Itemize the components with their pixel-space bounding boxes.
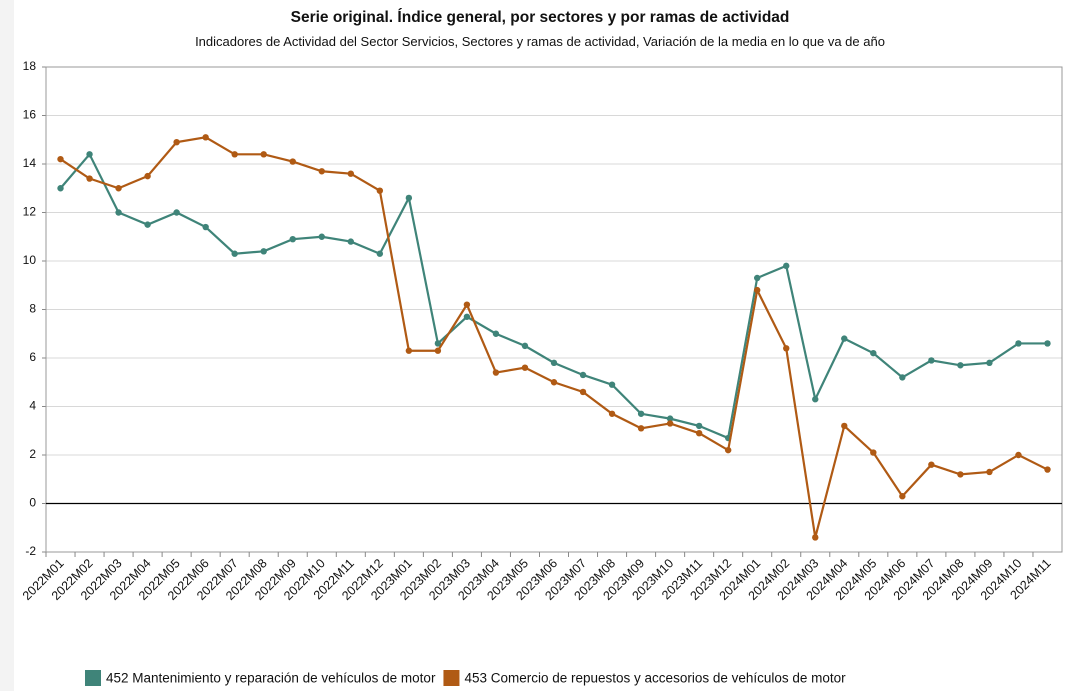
data-point <box>115 209 122 216</box>
legend-label: 452 Mantenimiento y reparación de vehícu… <box>106 671 436 686</box>
data-point <box>376 187 384 194</box>
data-point <box>957 471 964 478</box>
data-point <box>928 461 935 468</box>
legend-swatch <box>85 670 101 686</box>
data-point <box>318 233 325 240</box>
y-tick-label: 10 <box>23 253 37 267</box>
y-tick-label: 6 <box>29 350 36 364</box>
data-point <box>841 335 848 342</box>
y-tick-label: 12 <box>23 205 37 219</box>
data-point <box>463 313 471 320</box>
data-point <box>957 362 964 369</box>
y-tick-label: 4 <box>29 399 36 413</box>
y-tick-label: -2 <box>25 544 36 558</box>
data-point <box>812 534 819 541</box>
data-point <box>202 223 209 231</box>
data-point <box>463 301 471 308</box>
y-tick-label: 18 <box>23 59 37 73</box>
data-point <box>202 134 209 141</box>
data-point <box>899 374 906 381</box>
data-point <box>666 415 674 422</box>
data-point <box>86 151 93 158</box>
data-point <box>260 151 267 158</box>
data-point <box>1044 466 1051 473</box>
data-point <box>1015 451 1022 459</box>
data-point <box>231 151 238 158</box>
chart-title: Serie original. Índice general, por sect… <box>291 9 790 26</box>
data-point <box>608 381 616 388</box>
data-point <box>405 194 413 202</box>
legend-label: 453 Comercio de repuestos y accesorios d… <box>464 671 846 686</box>
data-point <box>57 155 64 163</box>
data-point <box>86 175 93 182</box>
data-point <box>870 349 877 357</box>
data-point <box>144 221 151 228</box>
data-point <box>376 250 384 257</box>
data-point <box>434 347 442 354</box>
data-point <box>550 379 558 386</box>
data-point <box>173 138 180 146</box>
data-point <box>754 286 761 294</box>
data-point <box>289 235 296 243</box>
data-point <box>666 420 674 427</box>
data-point <box>521 364 529 371</box>
data-point <box>173 209 180 216</box>
data-point <box>550 359 558 367</box>
data-point <box>521 342 529 350</box>
data-point <box>637 425 645 432</box>
y-tick-label: 14 <box>23 156 37 170</box>
data-point <box>347 170 354 177</box>
y-tick-label: 16 <box>23 108 37 122</box>
data-point <box>783 262 790 270</box>
data-point <box>928 357 935 364</box>
data-point <box>260 248 267 255</box>
chart-subtitle: Indicadores de Actividad del Sector Serv… <box>195 34 885 49</box>
data-point <box>492 369 500 376</box>
data-point <box>986 359 993 367</box>
data-point <box>144 172 151 180</box>
data-point <box>637 410 645 417</box>
y-tick-label: 0 <box>29 496 36 510</box>
y-tick-label: 8 <box>29 302 36 316</box>
data-point <box>231 250 238 257</box>
data-point <box>783 345 790 352</box>
data-point <box>1015 340 1022 347</box>
data-point <box>899 493 906 500</box>
plot-frame <box>45 66 1063 553</box>
data-point <box>695 422 703 430</box>
data-point <box>347 238 354 245</box>
data-point <box>1044 340 1051 347</box>
data-point <box>579 371 587 379</box>
data-point <box>841 422 848 430</box>
data-point <box>318 168 325 175</box>
data-point <box>492 330 500 337</box>
data-point <box>695 429 703 437</box>
data-point <box>57 185 64 192</box>
legend-swatch <box>443 670 460 686</box>
data-point <box>812 396 819 403</box>
data-point <box>405 347 413 354</box>
data-point <box>724 446 732 454</box>
data-point <box>434 340 442 347</box>
data-point <box>115 185 122 192</box>
legend: 452 Mantenimiento y reparación de vehícu… <box>85 670 846 686</box>
data-point <box>754 274 761 282</box>
data-point <box>870 449 877 456</box>
data-point <box>608 410 616 417</box>
data-point <box>289 158 296 165</box>
data-point <box>579 388 587 396</box>
y-tick-label: 2 <box>29 447 36 461</box>
data-point <box>986 468 993 476</box>
